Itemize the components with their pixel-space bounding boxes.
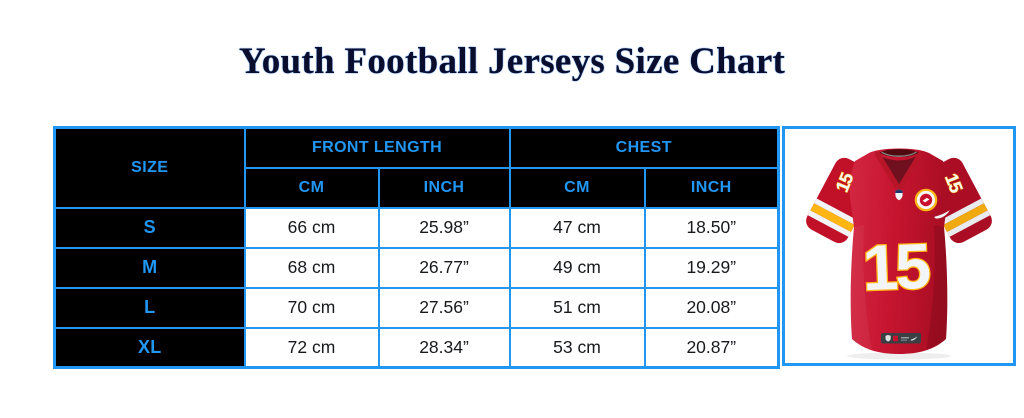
column-header-front-length: FRONT LENGTH <box>243 126 511 169</box>
nfl-shield-icon <box>895 189 903 201</box>
jock-tag <box>881 333 922 344</box>
size-label: XL <box>53 326 246 369</box>
nike-swoosh-icon <box>934 210 950 219</box>
product-image: 15 15 15 <box>782 126 1017 366</box>
size-label: L <box>53 286 246 329</box>
front-length-inch: 28.34” <box>377 326 511 369</box>
chest-inch: 19.29” <box>643 246 780 289</box>
size-label: M <box>53 246 246 289</box>
collar <box>874 149 924 193</box>
chest-inch: 20.08” <box>643 286 780 329</box>
front-length-inch: 27.56” <box>377 286 511 329</box>
header-row-units: CM INCH CM INCH <box>55 166 780 209</box>
chest-cm: 51 cm <box>508 286 646 329</box>
unit-header-chest-cm: CM <box>508 166 646 209</box>
front-length-cm: 68 cm <box>243 246 380 289</box>
front-length-inch: 26.77” <box>377 246 511 289</box>
front-length-cm: 66 cm <box>243 206 380 249</box>
chest-inch: 20.87” <box>643 326 780 369</box>
table-row-s: S 66 cm 25.98” 47 cm 18.50” <box>53 206 780 249</box>
unit-header-front-inch: INCH <box>377 166 511 209</box>
size-label: S <box>53 206 246 249</box>
jersey-illustration: 15 15 15 <box>803 148 995 360</box>
chest-cm: 47 cm <box>508 206 646 249</box>
front-length-inch: 25.98” <box>377 206 511 249</box>
page-title: Youth Football Jerseys Size Chart <box>238 41 786 82</box>
column-header-size: SIZE <box>53 126 246 209</box>
body-shade-right <box>926 225 948 350</box>
size-chart-table: SIZE FRONT LENGTH CHEST CM INCH CM INCH … <box>53 126 781 369</box>
header-row-groups: SIZE FRONT LENGTH CHEST <box>53 126 780 209</box>
unit-header-chest-inch: INCH <box>643 166 780 209</box>
unit-header-front-cm: CM <box>243 166 380 209</box>
front-length-cm: 72 cm <box>243 326 380 369</box>
front-length-cm: 70 cm <box>243 286 380 329</box>
chest-cm: 53 cm <box>508 326 646 369</box>
team-patch-icon <box>914 188 938 212</box>
chest-inch: 18.50” <box>643 206 780 249</box>
chest-number: 15 <box>861 230 930 304</box>
table-row-m: M 68 cm 26.77” 49 cm 19.29” <box>53 246 780 289</box>
jersey-shadow <box>847 352 952 360</box>
content-row: SIZE FRONT LENGTH CHEST CM INCH CM INCH … <box>53 126 1017 369</box>
table-row-l: L 70 cm 27.56” 51 cm 20.08” <box>53 286 780 329</box>
table-row-xl: XL 72 cm 28.34” 53 cm 20.87” <box>53 326 780 369</box>
chest-cm: 49 cm <box>508 246 646 289</box>
body-highlight-left <box>850 225 873 350</box>
column-header-chest: CHEST <box>508 126 780 169</box>
